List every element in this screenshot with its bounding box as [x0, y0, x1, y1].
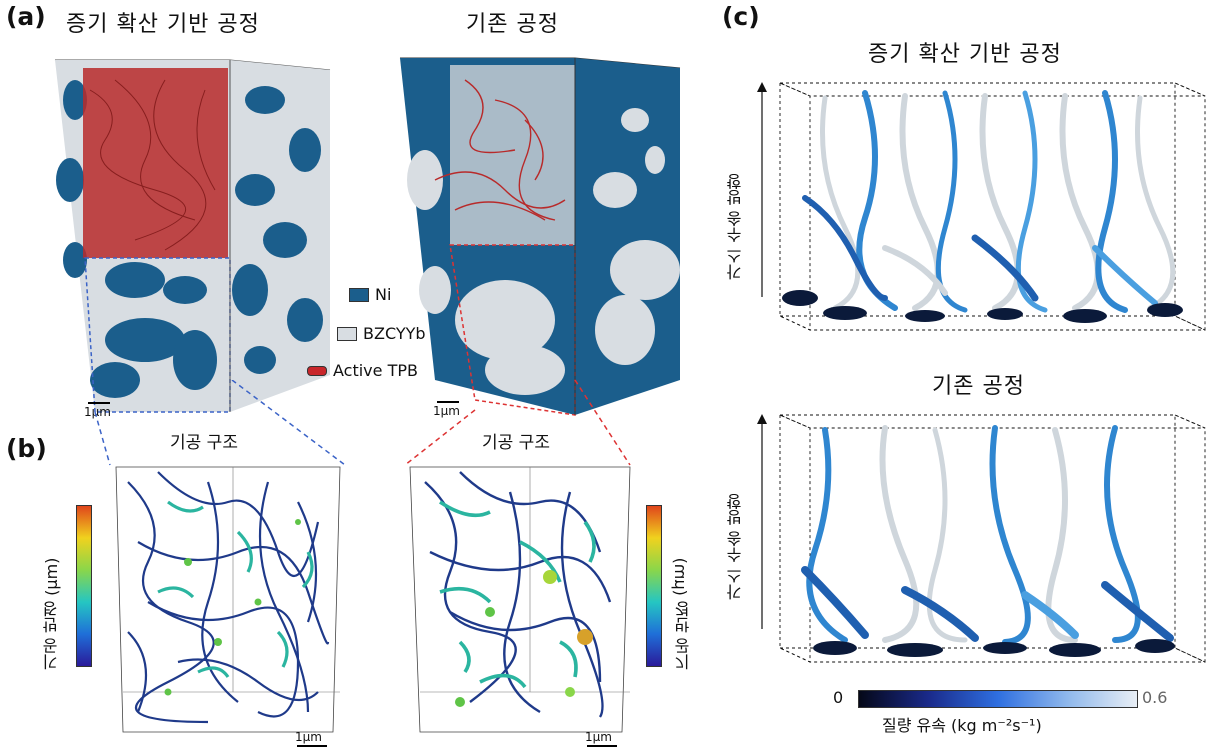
pore-network-right-figure: [409, 466, 631, 733]
panel-b-title-left: 기공 구조: [170, 433, 238, 453]
streamlines-conventional-figure: [779, 414, 1206, 663]
panel-a-title-left: 증기 확산 기반 공정: [66, 12, 260, 37]
bzcyyb-swatch: [337, 326, 357, 341]
tpb-swatch: [307, 365, 327, 376]
scale-bar-a-left: [88, 402, 110, 404]
mass-flux-colorbar-min: 0: [833, 688, 844, 707]
panel-a-label: (a): [6, 2, 46, 31]
pore-network-left-figure: [115, 466, 341, 733]
vapor-process-cube-figure: [54, 59, 331, 413]
scale-label-b-left: 1μm: [295, 730, 322, 744]
streamlines-vapor-figure: [779, 82, 1206, 331]
mass-flux-colorbar-label: 질량 유속 (kg m⁻²s⁻¹): [882, 716, 1042, 735]
scale-label-b-right: 1μm: [585, 730, 612, 744]
panel-b-label: (b): [6, 434, 47, 463]
pore-radius-colorbar-left: [76, 505, 92, 667]
zoom-connector-lines: [94, 380, 631, 466]
panel-c-title-top: 증기 확산 기반 공정: [868, 42, 1062, 67]
scale-bar-b-right: [587, 745, 617, 747]
mass-flux-colorbar: [858, 690, 1138, 708]
ni-swatch: [349, 287, 369, 302]
colorbar-label-right: 기공 반경 (μm): [671, 557, 690, 670]
panel-b-title-right: 기공 구조: [482, 433, 550, 453]
scale-bar-b-left: [297, 745, 327, 747]
panel-c-title-bottom: 기존 공정: [932, 374, 1025, 399]
axis-label-bottom: 가스 수송 방향: [726, 493, 745, 600]
mass-flux-colorbar-max: 0.6: [1142, 688, 1168, 707]
legend-item-bzcyyb: BZCYYb: [337, 324, 426, 343]
scale-label-a-left: 1μm: [84, 405, 111, 419]
gas-direction-arrow-bottom: [757, 414, 767, 629]
scale-label-a-right: 1μm: [433, 404, 460, 418]
panel-a-title-right: 기존 공정: [466, 12, 559, 37]
legend: Ni BZCYYb Active TPB: [307, 285, 426, 380]
panel-c-label: (c): [722, 2, 760, 31]
gas-direction-arrow-top: [757, 82, 767, 297]
axis-label-top: 가스 수송 방향: [726, 173, 745, 280]
conventional-process-cube-figure: [399, 57, 681, 416]
colorbar-label-left: 기공 반경 (μm): [42, 557, 61, 670]
legend-item-active-tpb: Active TPB: [307, 361, 426, 380]
scale-bar-a-right: [437, 401, 459, 403]
legend-item-ni: Ni: [349, 285, 426, 304]
pore-radius-colorbar-right: [646, 505, 662, 667]
